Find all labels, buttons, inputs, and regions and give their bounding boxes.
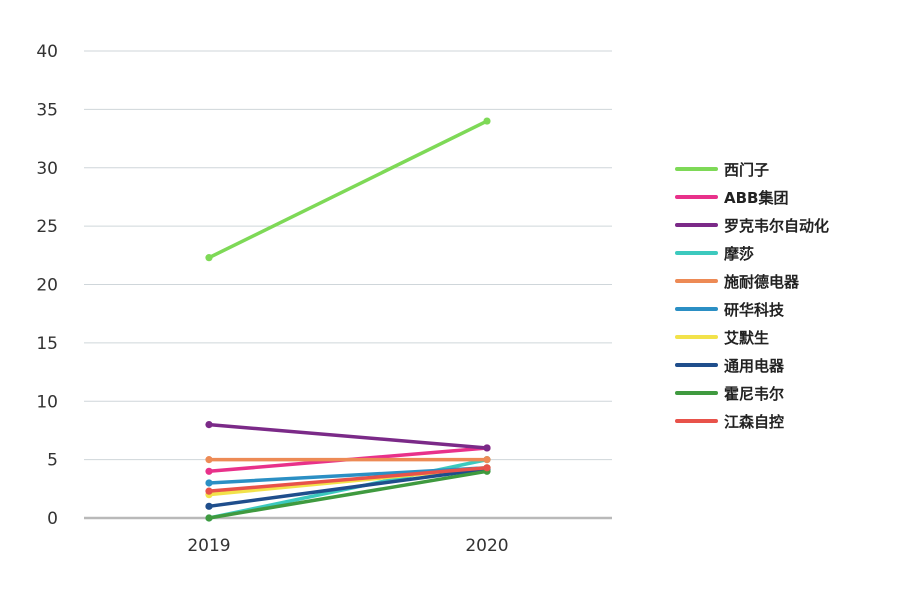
y-tick-label: 30 [36, 159, 58, 179]
data-point [205, 456, 213, 464]
y-axis-ticks: 0 5 10 15 20 25 30 35 40 [36, 42, 58, 529]
legend-item: ABB集团 [675, 189, 788, 207]
legend-label: 通用电器 [724, 357, 785, 375]
data-point [205, 421, 213, 429]
legend-label: 摩莎 [724, 245, 754, 263]
legend-label: 霍尼韦尔 [724, 385, 784, 403]
x-tick-label: 2020 [465, 536, 508, 556]
data-point [483, 464, 491, 472]
series-2 [205, 421, 491, 452]
series-lines [205, 117, 491, 522]
data-point [483, 456, 491, 464]
data-point [205, 479, 213, 487]
y-tick-label: 20 [36, 276, 58, 296]
legend-label: 江森自控 [724, 413, 784, 431]
series-4 [205, 456, 491, 464]
y-tick-label: 5 [47, 451, 58, 471]
legend-label: 西门子 [724, 161, 769, 179]
y-tick-label: 40 [36, 42, 58, 62]
legend-label: 罗克韦尔自动化 [724, 217, 829, 235]
series-line [207, 422, 489, 450]
series-line [207, 469, 489, 520]
legend-item: 霍尼韦尔 [675, 385, 784, 403]
data-point [483, 444, 491, 452]
legend-item: 施耐德电器 [675, 273, 800, 291]
gridlines [84, 50, 612, 520]
series-0 [205, 117, 491, 262]
legend-item: 艾默生 [675, 329, 769, 347]
y-tick-label: 10 [36, 392, 58, 412]
series-line [207, 467, 489, 509]
data-point [205, 502, 213, 510]
y-tick-label: 15 [36, 334, 58, 354]
data-point [205, 254, 213, 262]
y-tick-label: 35 [36, 100, 58, 120]
legend-label: 艾默生 [724, 329, 769, 347]
legend-item: 西门子 [675, 161, 769, 179]
legend-label: ABB集团 [724, 189, 788, 207]
series-line [207, 119, 489, 260]
legend-item: 江森自控 [675, 413, 784, 431]
data-point [483, 117, 491, 125]
series-9 [205, 464, 491, 495]
legend-label: 施耐德电器 [724, 273, 800, 291]
series-line [207, 466, 489, 493]
data-point [205, 487, 213, 495]
x-tick-label: 2019 [187, 536, 230, 556]
legend-item: 罗克韦尔自动化 [675, 217, 829, 235]
x-axis-ticks: 2019 2020 [187, 536, 508, 556]
legend-label: 研华科技 [724, 301, 785, 319]
legend: 西门子 ABB集团罗克韦尔自动化摩莎施耐德电器研华科技艾默生通用电器霍尼韦尔江森自… [675, 161, 829, 431]
legend-item: 通用电器 [675, 357, 785, 375]
y-tick-label: 25 [36, 217, 58, 237]
y-tick-label: 0 [47, 509, 58, 529]
legend-item: 研华科技 [675, 301, 785, 319]
data-point [205, 467, 213, 475]
legend-item: 摩莎 [675, 245, 754, 263]
data-point [205, 514, 213, 522]
